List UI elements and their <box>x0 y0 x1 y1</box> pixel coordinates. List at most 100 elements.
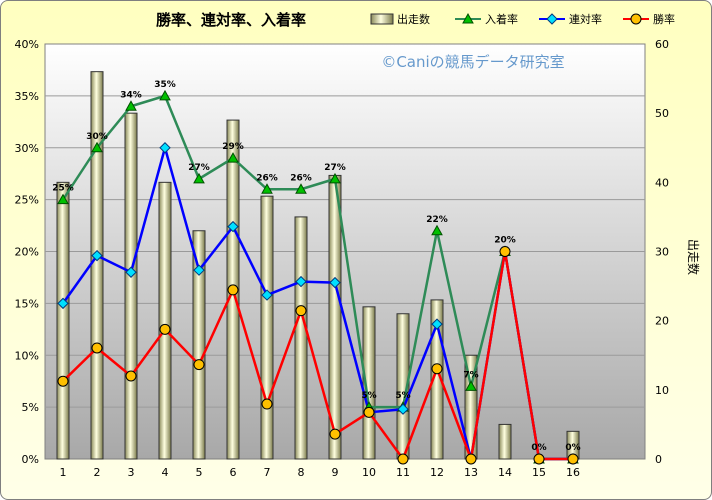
y-right-tick: 10 <box>655 384 669 397</box>
x-tick-6: 6 <box>230 466 237 479</box>
legend-label-3: 勝率 <box>653 12 675 26</box>
x-tick-1: 1 <box>60 466 67 479</box>
legend-bar-swatch <box>370 13 394 25</box>
x-tick-9: 9 <box>332 466 339 479</box>
data-label-2: 30% <box>86 132 108 142</box>
marker-2-5 <box>193 264 205 276</box>
marker-2-9 <box>329 276 341 289</box>
marker-2-3 <box>125 266 137 278</box>
marker-2-1 <box>57 297 69 310</box>
marker-3-13 <box>465 453 477 465</box>
marker-3-15 <box>533 453 545 465</box>
marker-3-16 <box>567 453 579 465</box>
x-tick-11: 11 <box>396 466 410 479</box>
marker-3-12 <box>431 363 443 375</box>
bar-10 <box>362 306 376 460</box>
marker-3-8 <box>295 305 307 317</box>
marker-3-2 <box>91 342 103 354</box>
bar-8 <box>294 216 308 460</box>
y-right-tick: 20 <box>655 315 669 328</box>
data-label-7: 26% <box>256 173 278 183</box>
x-tick-13: 13 <box>464 466 478 479</box>
data-label-3: 34% <box>120 90 142 100</box>
legend-label-2: 連対率 <box>569 12 602 26</box>
marker-1-3 <box>125 100 137 111</box>
bar-3 <box>124 112 138 460</box>
data-label-16: 0% <box>565 443 580 453</box>
x-tick-7: 7 <box>264 466 271 479</box>
legend-marker-2 <box>546 13 558 25</box>
marker-3-7 <box>261 398 273 410</box>
data-label-6: 29% <box>222 142 244 152</box>
x-tick-5: 5 <box>196 466 203 479</box>
x-tick-8: 8 <box>298 466 305 479</box>
data-label-5: 27% <box>188 163 210 173</box>
marker-2-8 <box>295 275 307 288</box>
legend-label-bar: 出走数 <box>397 12 430 26</box>
marker-1-6 <box>227 152 239 163</box>
x-tick-3: 3 <box>128 466 135 479</box>
y-left-tick: 15% <box>15 297 39 310</box>
y-right-tick: 40 <box>655 176 669 189</box>
x-tick-16: 16 <box>566 466 580 479</box>
data-label-13: 7% <box>463 370 478 380</box>
legend-marker-1 <box>462 12 474 24</box>
y-left-tick: 40% <box>15 38 39 51</box>
x-tick-12: 12 <box>430 466 444 479</box>
legend-marker-3 <box>630 13 642 25</box>
marker-1-13 <box>465 380 477 391</box>
bar-7 <box>260 195 274 460</box>
legend-label-1: 入着率 <box>485 12 518 26</box>
bar-4 <box>158 181 172 460</box>
data-label-12: 22% <box>426 215 448 225</box>
y-left-tick: 10% <box>15 349 39 362</box>
watermark-text: ©Caniの競馬データ研究室 <box>381 53 564 71</box>
marker-2-2 <box>91 249 103 262</box>
data-label-9: 27% <box>324 163 346 173</box>
y-right-tick: 30 <box>655 246 669 259</box>
y-left-tick: 35% <box>15 90 39 103</box>
bar-14 <box>498 423 512 460</box>
data-label-1: 25% <box>52 184 74 194</box>
marker-1-12 <box>431 224 443 236</box>
y-left-tick: 25% <box>15 194 39 207</box>
y-left-tick: 0% <box>22 453 39 466</box>
marker-2-4 <box>159 142 171 154</box>
x-tick-2: 2 <box>94 466 101 479</box>
bar-5 <box>192 230 206 460</box>
marker-2-7 <box>261 289 273 301</box>
marker-3-14 <box>499 246 511 257</box>
data-label-14: 20% <box>494 236 516 246</box>
marker-2-12 <box>431 318 443 330</box>
x-tick-15: 15 <box>532 466 546 479</box>
x-tick-10: 10 <box>362 466 376 479</box>
marker-3-5 <box>193 359 205 371</box>
series-line-1 <box>61 94 573 461</box>
data-label-4: 35% <box>154 80 176 90</box>
y-left-tick: 20% <box>15 246 39 259</box>
marker-1-8 <box>295 183 307 194</box>
bar-2 <box>90 71 104 460</box>
data-label-10: 5% <box>361 391 376 401</box>
marker-3-1 <box>57 375 69 387</box>
y-right-tick: 50 <box>655 107 669 120</box>
marker-3-11 <box>397 453 409 465</box>
y-right-axis-label: 出走数 <box>686 239 701 275</box>
marker-1-4 <box>159 89 171 101</box>
marker-3-6 <box>227 284 239 296</box>
marker-3-4 <box>159 323 171 335</box>
marker-1-5 <box>193 172 205 184</box>
marker-2-11 <box>397 403 409 415</box>
marker-1-9 <box>329 172 341 184</box>
legend: 出走数 入着率 連対率 勝率 <box>370 12 675 26</box>
x-tick-14: 14 <box>498 466 512 479</box>
marker-3-9 <box>329 428 341 440</box>
y-left-tick: 5% <box>22 401 39 414</box>
marker-1-1 <box>57 193 69 205</box>
y-right-tick: 60 <box>655 38 669 51</box>
data-label-15: 0% <box>531 443 546 453</box>
marker-3-10 <box>363 406 375 418</box>
series-line-3 <box>62 250 573 461</box>
